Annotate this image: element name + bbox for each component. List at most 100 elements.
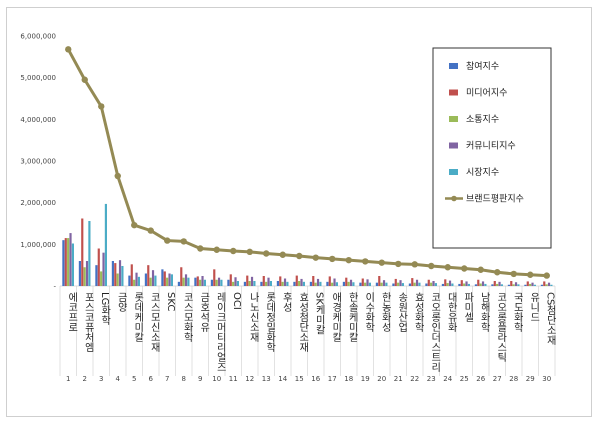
bar [533, 284, 536, 286]
bar [267, 277, 270, 286]
bar [201, 276, 204, 286]
category-label: 파미셀 [462, 292, 474, 322]
bar [397, 282, 400, 286]
bar [507, 284, 510, 286]
index-label: 29 [526, 375, 535, 383]
legend-swatch [449, 142, 458, 149]
bar [458, 283, 461, 286]
bar [467, 283, 470, 286]
bar [78, 261, 81, 286]
category-label: 이수화학 [363, 292, 375, 333]
line-point [98, 103, 105, 110]
bar [479, 283, 482, 286]
y-tick-label: 2,000,000 [20, 199, 56, 207]
bar [184, 274, 188, 286]
bar [246, 275, 249, 286]
index-label: 18 [344, 375, 353, 383]
index-label: 6 [149, 375, 154, 383]
bar [298, 281, 301, 286]
category-label: 나노신소재 [247, 292, 259, 343]
bar [347, 281, 350, 286]
y-tick-label: 4,000,000 [20, 116, 56, 124]
bar [331, 282, 334, 286]
index-label: 14 [278, 375, 287, 383]
bar [64, 238, 67, 286]
bar [234, 277, 237, 286]
y-tick-label: 3,000,000 [20, 158, 56, 166]
index-label: 16 [311, 375, 320, 383]
bar [496, 283, 499, 286]
index-label: 8 [182, 375, 186, 383]
bar [210, 279, 213, 286]
bar [199, 279, 202, 286]
bar [309, 281, 312, 286]
bar [375, 282, 378, 286]
category-label: 효성첨단소재 [297, 292, 309, 353]
line-point [477, 266, 484, 273]
bar [481, 281, 485, 286]
index-label: 10 [212, 375, 221, 383]
legend-swatch [449, 169, 458, 175]
bar [444, 279, 447, 286]
chart-line [65, 46, 550, 279]
line-point [230, 247, 237, 255]
bar [286, 281, 289, 286]
bar [418, 282, 421, 286]
bar [484, 283, 487, 286]
category-label: 금양 [115, 292, 127, 312]
line-point [312, 254, 319, 261]
bar [545, 284, 548, 286]
bar [333, 278, 336, 286]
bar [415, 279, 419, 286]
bar [463, 283, 466, 286]
legend-label: 브랜드평판지수 [466, 194, 524, 205]
bar [88, 221, 91, 286]
line-point [362, 258, 369, 265]
bar [100, 271, 103, 286]
legend-swatch [449, 116, 458, 122]
category-label: 코오롱인더스트리 [429, 292, 441, 373]
category-label: 유니드 [528, 292, 540, 322]
bar [196, 276, 199, 286]
bar [118, 260, 122, 286]
bar [229, 274, 232, 286]
bar [71, 243, 74, 286]
bar [368, 282, 371, 286]
category-label: 레이크머티리얼즈 [214, 292, 226, 372]
bar [161, 269, 164, 286]
index-label: 20 [377, 375, 386, 383]
chart-bars [62, 203, 553, 286]
bar [111, 261, 114, 286]
bar [328, 276, 331, 286]
index-label: 19 [361, 375, 370, 383]
bar [342, 281, 345, 286]
bar [319, 281, 322, 286]
bar [531, 282, 534, 286]
index-label: 13 [262, 375, 271, 383]
bar [364, 282, 367, 286]
bar [215, 279, 218, 286]
index-label: 3 [99, 375, 103, 383]
category-label: 금호석유 [198, 292, 210, 333]
bar [243, 281, 246, 286]
line-point [543, 272, 550, 279]
bar [149, 277, 152, 286]
bar [102, 252, 105, 286]
bar [116, 273, 119, 286]
legend-label: 참여지수 [466, 60, 499, 72]
category-label: LG화학 [99, 292, 111, 326]
line-point [65, 46, 72, 53]
bar [524, 284, 527, 286]
bar [540, 284, 543, 286]
category-label: 남해화학 [478, 292, 490, 333]
category-label: CS첨단소재 [544, 292, 556, 346]
legend-label: 미디어지수 [466, 88, 507, 99]
category-label: 애경케미칼 [330, 292, 342, 342]
category-label: 한농화성 [379, 292, 391, 332]
index-label: 26 [476, 375, 485, 383]
line-point [329, 255, 336, 263]
bar [550, 284, 553, 286]
y-tick-label: 6,000,000 [20, 33, 56, 41]
bar [295, 275, 298, 286]
